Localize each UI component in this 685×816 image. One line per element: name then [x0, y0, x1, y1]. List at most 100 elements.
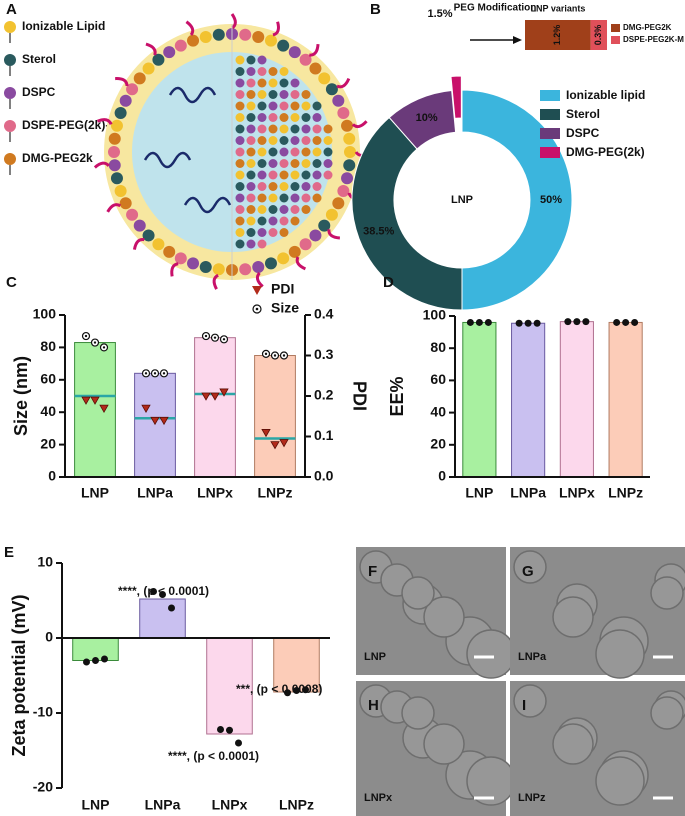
lipid-head [288, 46, 301, 59]
pdi-point [279, 439, 289, 448]
lipid-dot [290, 90, 300, 99]
legend-label: PDI [271, 281, 294, 297]
lipid-dot [268, 147, 278, 157]
particle [513, 684, 547, 718]
lipid-dot [290, 101, 300, 111]
lipid-head [325, 83, 338, 96]
lipid-dot [290, 205, 300, 214]
lipid-dot [246, 228, 256, 237]
data-point-center [204, 334, 208, 338]
legend-label: DSPE-PEG2K-M [623, 35, 684, 44]
micrograph-label: I [522, 697, 526, 714]
micrograph-label: F [368, 563, 377, 580]
peg-chain [230, 13, 237, 30]
lipid-dot [257, 182, 267, 191]
data-point [631, 318, 639, 326]
peg-chain [351, 120, 368, 129]
lipid-head [288, 245, 301, 258]
legend-label: DMG-PEG2K [623, 23, 672, 32]
lipid-dot [235, 113, 245, 122]
x-tick-label: LNPz [258, 485, 293, 501]
micrograph-caption: LNPz [518, 792, 546, 804]
y-tick-label: 60 [40, 371, 56, 387]
lipid-dot [290, 113, 300, 122]
data-point-center [84, 334, 88, 338]
data-point [284, 689, 291, 697]
lipid-dot [301, 170, 311, 180]
lipid-head [309, 229, 322, 242]
lipid-dot [268, 136, 278, 145]
data-point [159, 591, 166, 598]
lipid-dot [279, 147, 289, 157]
legend-label: Sterol [566, 107, 600, 121]
lipid-dot [279, 136, 289, 145]
lipid-head [343, 132, 356, 145]
legend-swatch [611, 24, 620, 32]
value-label: 50% [540, 194, 562, 206]
peg-chain [255, 271, 264, 288]
lipid-head [337, 107, 350, 120]
lipid-dot [279, 205, 289, 214]
lipid-dot [246, 136, 256, 145]
legend-label: DMG-PEG(2k) [566, 145, 645, 159]
lipid-dot [301, 124, 311, 134]
lipid-dot [257, 170, 267, 180]
data-point [564, 318, 572, 326]
particle [552, 723, 594, 765]
lipid-head [114, 107, 127, 120]
lipid-dot [246, 101, 256, 111]
lipid-dot [301, 147, 311, 157]
legend-swatch [540, 90, 560, 101]
lipid-dot [312, 193, 322, 203]
peg-chain [132, 237, 145, 250]
lipid-dot [246, 78, 256, 88]
lipid-dot [257, 124, 267, 134]
inset-value-label: 0.3% [593, 25, 603, 46]
lipid-head [199, 30, 212, 43]
lipid-head [108, 146, 120, 158]
data-point [515, 319, 523, 327]
micrograph-label: H [368, 697, 379, 714]
lipid-dot [235, 147, 245, 157]
data-point [484, 318, 492, 326]
donut-slice [351, 116, 463, 311]
lipid-head [299, 238, 312, 251]
inset-bar [525, 20, 591, 50]
lipid-dot [235, 90, 245, 99]
x-tick-label: LNPx [559, 485, 595, 501]
value-label: 38.5% [363, 225, 394, 237]
lipid-head [119, 94, 132, 107]
legend-swatch [611, 36, 620, 44]
lipid-dot [301, 90, 311, 99]
peg-chain [115, 77, 129, 87]
panel-label: C [6, 274, 17, 291]
lipid-dot [312, 182, 322, 191]
mrna [143, 151, 192, 169]
lipid-dot [323, 170, 333, 180]
peg-chain [106, 203, 122, 213]
lipid-dot [246, 147, 256, 157]
bar [206, 637, 253, 735]
pdi-point [99, 404, 109, 413]
micrograph-caption: LNP [364, 651, 386, 663]
lipid-dot [235, 216, 245, 226]
lipid-dot [290, 124, 300, 134]
lipid-head [309, 62, 322, 75]
lipid-head [108, 132, 121, 145]
lipid-head [199, 261, 212, 274]
lipid-dot [301, 113, 311, 122]
x-tick-label: LNPz [279, 797, 314, 813]
pdi-point [141, 404, 151, 413]
lipid-head [277, 39, 290, 52]
x-tick-label: LNPx [212, 797, 248, 813]
lipid-dot [246, 67, 256, 76]
lipid-dot [301, 182, 311, 191]
lipid-dot [246, 159, 256, 168]
legend-icon [4, 120, 16, 132]
lipid-dot [246, 205, 256, 214]
lipid-dot [279, 170, 289, 180]
micrograph-label: G [522, 563, 534, 580]
pdi-point [219, 388, 229, 397]
y-tick-label: 80 [40, 338, 56, 354]
data-point-center [282, 354, 286, 357]
